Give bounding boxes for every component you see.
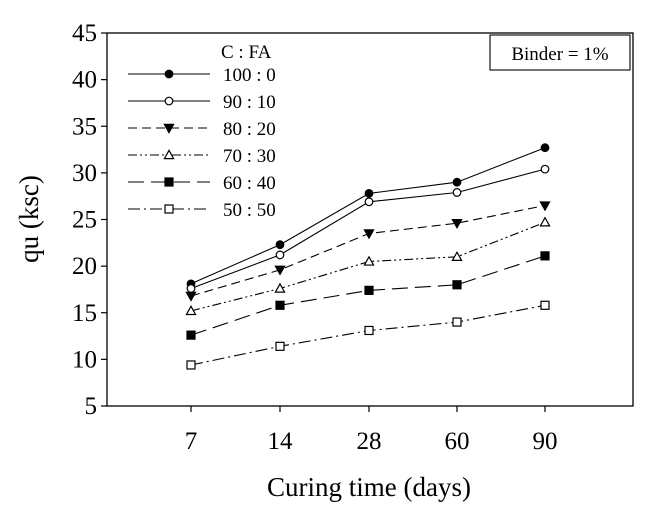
legend-item: 50 : 50 — [128, 200, 276, 221]
data-point — [452, 177, 462, 187]
data-point — [452, 317, 462, 327]
data-point — [275, 300, 285, 310]
legend-marker — [164, 177, 174, 187]
data-point — [452, 280, 462, 290]
x-tick-label: 60 — [445, 428, 470, 455]
data-point — [540, 251, 550, 261]
annotation-frame — [489, 34, 631, 71]
data-point — [451, 250, 463, 261]
data-point — [451, 219, 463, 230]
data-point — [452, 188, 462, 197]
legend-label: 80 : 20 — [223, 119, 276, 140]
y-tick-label: 15 — [72, 300, 97, 327]
series-6 — [186, 300, 550, 370]
series-layer — [185, 143, 551, 370]
series-5 — [186, 251, 550, 340]
x-tick-label: 90 — [533, 428, 558, 455]
legend-marker — [164, 96, 174, 106]
data-point — [274, 265, 286, 276]
x-tick-label: 14 — [268, 428, 294, 455]
data-point — [275, 240, 285, 250]
legend-label: 50 : 50 — [223, 200, 276, 221]
legend-item: 60 : 40 — [128, 173, 276, 194]
legend-marker — [164, 204, 174, 214]
data-point — [539, 216, 551, 227]
annotation-text: Binder = 1% — [511, 44, 608, 65]
series-3 — [185, 201, 551, 302]
x-axis-title: Curing time (days) — [267, 472, 471, 502]
legend-title: C : FA — [221, 42, 272, 63]
series-2 — [186, 164, 550, 293]
data-point — [363, 229, 375, 240]
y-tick-label: 20 — [72, 253, 97, 280]
legend-item: 90 : 10 — [128, 92, 276, 113]
data-point — [186, 284, 196, 293]
x-axis: 7 14 28 60 90 — [185, 406, 558, 455]
legend-label: 70 : 30 — [223, 146, 276, 167]
y-tick-label: 10 — [72, 346, 97, 373]
legend-item: 100 : 0 — [128, 65, 276, 86]
y-axis-title: qu (ksc) — [14, 175, 44, 263]
data-point — [274, 282, 286, 293]
y-axis: 5 10 15 20 25 30 35 40 45 — [72, 20, 107, 420]
data-point — [539, 201, 551, 212]
y-tick-label: 35 — [72, 113, 97, 140]
y-tick-label: 45 — [72, 20, 97, 47]
legend-marker — [163, 123, 175, 134]
y-tick-label: 40 — [72, 67, 97, 94]
data-point — [364, 285, 374, 295]
legend-label: 60 : 40 — [223, 173, 276, 194]
x-tick-label: 7 — [185, 428, 198, 455]
data-point — [540, 300, 550, 310]
data-point — [540, 164, 550, 174]
data-point — [364, 325, 374, 336]
legend-marker — [164, 69, 174, 79]
series-line — [190, 304, 546, 366]
legend-item: 70 : 30 — [128, 146, 276, 167]
legend-marker — [163, 149, 175, 160]
legend-label: 100 : 0 — [223, 65, 276, 86]
legend-item: 80 : 20 — [128, 119, 276, 140]
data-point — [363, 255, 375, 266]
y-tick-label: 5 — [85, 393, 98, 420]
data-point — [186, 360, 196, 370]
y-tick-label: 25 — [72, 207, 97, 234]
data-point — [185, 291, 197, 302]
series-4 — [185, 216, 551, 316]
data-point — [364, 188, 374, 198]
data-point — [540, 143, 550, 153]
data-point — [275, 341, 285, 351]
annotation-box: Binder = 1% — [489, 34, 631, 71]
plot-area-frame — [106, 32, 634, 407]
y-tick-label: 30 — [72, 160, 97, 187]
legend-label: 90 : 10 — [223, 92, 276, 113]
data-point — [185, 305, 197, 316]
legend: C : FA 100 : 0 90 : 10 80 : 20 70 : 30 60 : … — [128, 42, 276, 221]
data-point — [186, 330, 196, 340]
data-point — [364, 197, 374, 207]
data-point — [275, 250, 285, 260]
x-tick-label: 28 — [357, 428, 382, 455]
series-line — [190, 255, 546, 336]
